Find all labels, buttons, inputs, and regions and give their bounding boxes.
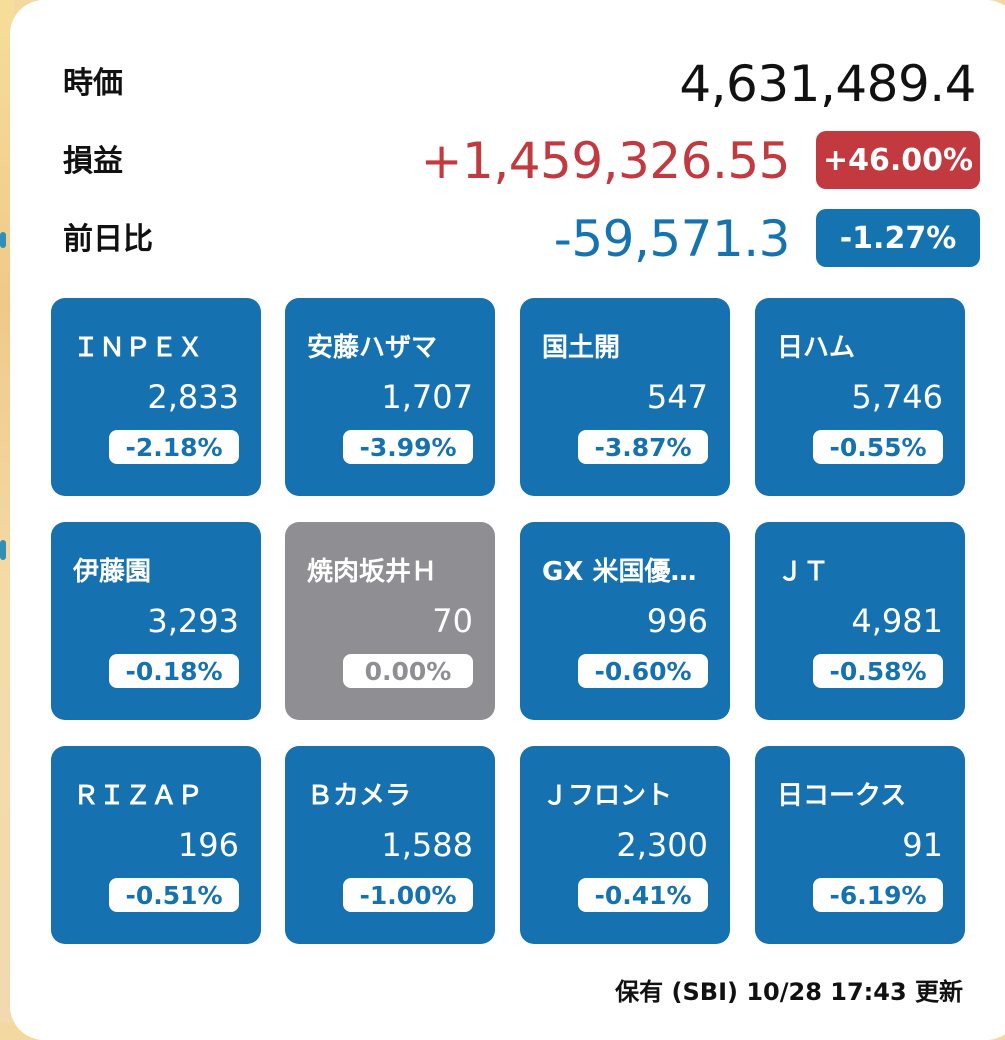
stock-name: 安藤ハザマ: [307, 333, 438, 363]
stock-tile-nippon-coke[interactable]: 日コークス 91 -6.19%: [755, 746, 965, 944]
stock-price: 3,293: [147, 602, 239, 640]
stock-change-badge: 0.00%: [343, 654, 473, 688]
day-change-label: 前日比: [63, 222, 153, 257]
stock-price: 547: [646, 378, 708, 416]
pnl-percent-badge: +46.00%: [816, 131, 980, 189]
stock-price: 5,746: [851, 378, 943, 416]
stock-name: ＩＮＰＥＸ: [73, 333, 204, 363]
stock-change-badge: -0.60%: [578, 654, 708, 688]
stock-change-badge: -0.51%: [109, 878, 239, 912]
stock-change-badge: -1.00%: [343, 878, 473, 912]
stock-name: 日コークス: [777, 781, 907, 811]
stock-price: 70: [432, 602, 473, 640]
portfolio-widget[interactable]: 時価 4,631,489.4 損益 +1,459,326.55 +46.00% …: [10, 0, 1005, 1040]
stock-tile-j-front[interactable]: Ｊフロント 2,300 -0.41%: [520, 746, 730, 944]
stock-change-badge: -0.58%: [813, 654, 943, 688]
pnl-value: +1,459,326.55: [420, 132, 791, 190]
stock-change-badge: -0.41%: [578, 878, 708, 912]
stock-tile-nippon-ham[interactable]: 日ハム 5,746 -0.55%: [755, 298, 965, 496]
stock-price: 2,300: [616, 826, 708, 864]
stock-tile-rizap[interactable]: ＲＩＺＡＰ 196 -0.51%: [51, 746, 261, 944]
stock-tile-jt[interactable]: ＪＴ 4,981 -0.58%: [755, 522, 965, 720]
stock-name: 焼肉坂井Ｈ: [307, 557, 438, 587]
decorative-dot: [0, 540, 6, 560]
stock-tile-kokudokai[interactable]: 国土開 547 -3.87%: [520, 298, 730, 496]
stock-price: 1,707: [381, 378, 473, 416]
stock-price: 996: [646, 602, 708, 640]
market-value-label: 時価: [63, 66, 123, 101]
day-change-value: -59,571.3: [553, 210, 791, 268]
stock-change-badge: -6.19%: [813, 878, 943, 912]
stock-name: ＲＩＺＡＰ: [73, 781, 204, 811]
stock-price: 2,833: [147, 378, 239, 416]
stock-tile-gx-us-dividend[interactable]: GX 米国優… 996 -0.60%: [520, 522, 730, 720]
stock-name: 伊藤園: [73, 557, 152, 587]
stock-tile-itoen[interactable]: 伊藤園 3,293 -0.18%: [51, 522, 261, 720]
update-status: 保有 (SBI) 10/28 17:43 更新: [615, 978, 963, 1006]
stock-change-badge: -0.18%: [109, 654, 239, 688]
stock-name: GX 米国優…: [542, 557, 697, 587]
stock-name: Ｂカメラ: [307, 781, 412, 811]
stock-name: 国土開: [542, 333, 621, 363]
stock-tile-inpex[interactable]: ＩＮＰＥＸ 2,833 -2.18%: [51, 298, 261, 496]
stock-change-badge: -2.18%: [109, 430, 239, 464]
decorative-dot: [0, 232, 6, 248]
stock-price: 1,588: [381, 826, 473, 864]
stock-price: 91: [902, 826, 943, 864]
stock-tile-yakiniku-sakai[interactable]: 焼肉坂井Ｈ 70 0.00%: [285, 522, 495, 720]
stock-tile-ando-hazama[interactable]: 安藤ハザマ 1,707 -3.99%: [285, 298, 495, 496]
stock-price: 4,981: [851, 602, 943, 640]
stock-change-badge: -3.87%: [578, 430, 708, 464]
day-change-percent-badge: -1.27%: [816, 209, 980, 267]
stock-price: 196: [177, 826, 239, 864]
stock-change-badge: -0.55%: [813, 430, 943, 464]
stock-name: ＪＴ: [777, 557, 830, 587]
stock-name: Ｊフロント: [542, 781, 673, 811]
stock-tile-bic-camera[interactable]: Ｂカメラ 1,588 -1.00%: [285, 746, 495, 944]
market-value: 4,631,489.4: [679, 55, 976, 113]
pnl-label: 損益: [63, 144, 123, 179]
stock-change-badge: -3.99%: [343, 430, 473, 464]
stock-name: 日ハム: [777, 333, 856, 363]
